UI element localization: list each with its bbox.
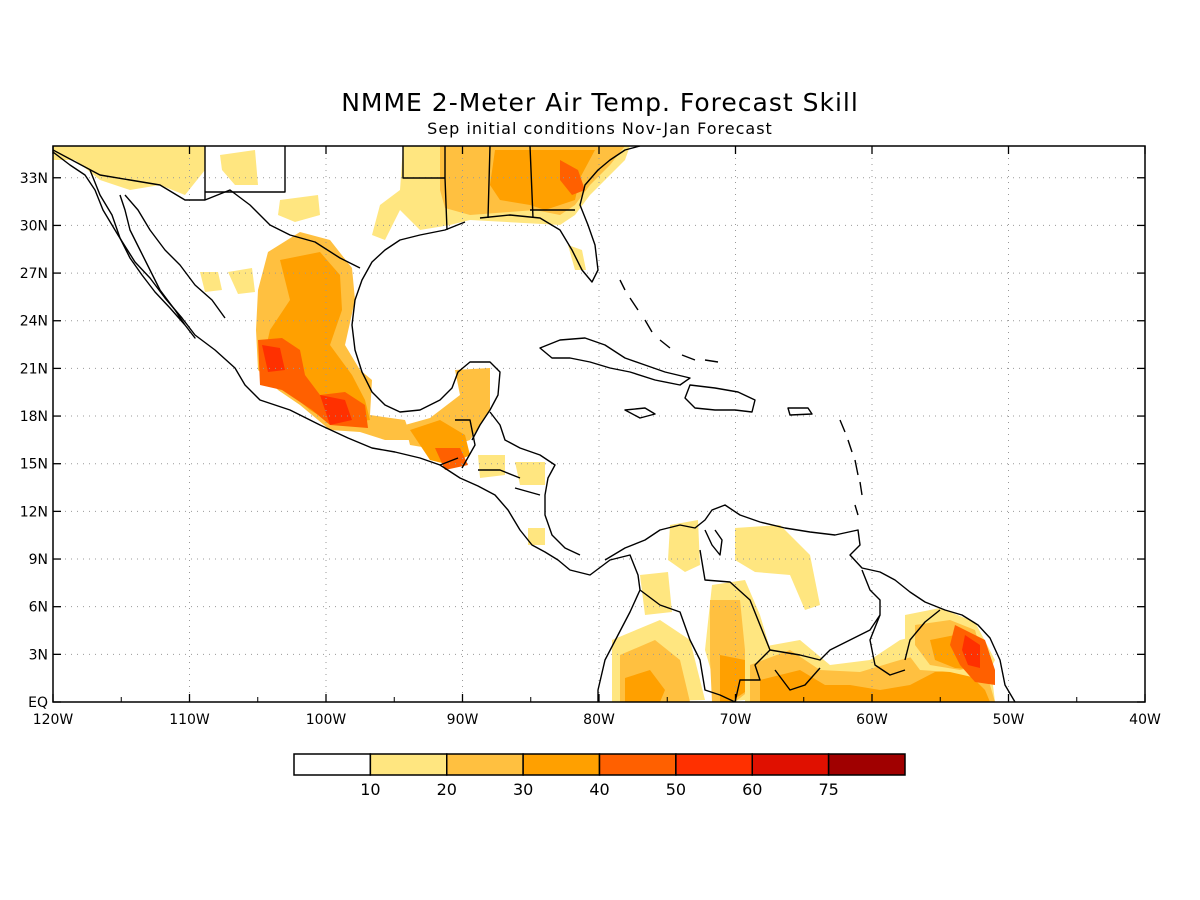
lon-label: 50W (993, 712, 1025, 728)
coastline (351, 221, 501, 441)
plot-area (53, 146, 1145, 702)
border (639, 589, 736, 702)
lon-label: 40W (1129, 712, 1161, 728)
lat-label: 6N (29, 600, 48, 616)
border (439, 419, 541, 496)
lat-label: 30N (20, 218, 48, 234)
skill-patch (668, 520, 700, 572)
lat-label: EQ (28, 695, 48, 711)
coastline (604, 504, 1016, 702)
border (904, 609, 941, 661)
skill-patch (478, 455, 505, 478)
coastline (89, 169, 196, 339)
longitude-axis: 120W 110W 100W 90W 80W 70W 60W 50W 40W (33, 146, 1161, 728)
lat-label: 24N (20, 314, 48, 330)
colorbar-bin (522, 753, 601, 776)
colorbar-label: 20 (437, 780, 457, 799)
colorbar: 10 20 30 40 50 60 75 (293, 753, 906, 799)
map-title: NMME 2-Meter Air Temp. Forecast Skill (341, 88, 859, 117)
colorbar-bin (293, 753, 372, 776)
skill-patch (720, 655, 748, 702)
coastline (539, 337, 691, 386)
gridlines (53, 146, 1145, 702)
skill-patch (228, 268, 255, 294)
coastline (704, 529, 723, 556)
coastline (619, 279, 719, 363)
map-frame (52, 145, 1146, 703)
skill-patch (320, 395, 352, 425)
lon-label: 70W (720, 712, 752, 728)
coastline (839, 419, 863, 516)
coastline (624, 407, 656, 419)
lon-label: 60W (856, 712, 888, 728)
lon-label: 90W (447, 712, 479, 728)
skill-patch (220, 150, 258, 185)
border (869, 614, 906, 676)
colorbar-bin (369, 753, 448, 776)
lat-label: 15N (20, 457, 48, 473)
lat-label: 27N (20, 266, 48, 282)
skill-patch (962, 635, 980, 668)
latitude-axis: 33N 30N 27N 24N 21N 18N 15N 12N 9N 6N 3N EQ (20, 171, 1145, 711)
coastline (53, 151, 641, 702)
lat-label: 18N (20, 409, 48, 425)
coastline (124, 194, 226, 319)
colorbar-bin (446, 753, 524, 776)
colorbar-label: 10 (360, 780, 380, 799)
colorbar-bin (675, 753, 753, 776)
coastline (479, 146, 641, 283)
colorbar-label: 40 (589, 780, 609, 799)
skill-patch (640, 572, 672, 615)
colorbar-label: 75 (818, 780, 838, 799)
skill-patch (625, 670, 665, 702)
lat-label: 33N (20, 171, 48, 187)
lat-label: 21N (20, 361, 48, 377)
skill-patch (262, 345, 285, 372)
colorbar-bin (827, 753, 906, 776)
lon-label: 110W (169, 712, 210, 728)
coastline (787, 407, 813, 416)
colorbar-label: 60 (742, 780, 762, 799)
coastline (684, 384, 756, 413)
skill-patch (560, 160, 585, 195)
skill-patch (760, 670, 990, 702)
colorbar-label: 30 (513, 780, 533, 799)
skill-shading (53, 146, 995, 702)
border (774, 667, 821, 691)
coastline (489, 411, 581, 556)
skill-patch (53, 146, 205, 195)
skill-patch (528, 528, 545, 545)
lon-label: 120W (33, 712, 74, 728)
lon-label: 80W (583, 712, 615, 728)
border (487, 146, 575, 219)
map-subtitle: Sep initial conditions Nov-Jan Forecast (427, 119, 773, 138)
border (402, 146, 448, 231)
skill-patch (278, 195, 320, 222)
skill-patch (200, 272, 222, 292)
lat-label: 9N (29, 552, 48, 568)
border (53, 149, 361, 269)
coastlines (53, 146, 1016, 702)
border (204, 146, 286, 200)
border (699, 549, 771, 702)
skill-patch (435, 448, 468, 470)
colorbar-bin (751, 753, 830, 776)
lat-label: 12N (20, 504, 48, 520)
lat-label: 3N (29, 647, 48, 663)
skill-patch (735, 525, 820, 610)
lon-label: 100W (306, 712, 347, 728)
colorbar-bin (598, 753, 677, 776)
colorbar-label: 50 (666, 780, 686, 799)
skill-patch (515, 462, 545, 485)
border (769, 569, 881, 661)
